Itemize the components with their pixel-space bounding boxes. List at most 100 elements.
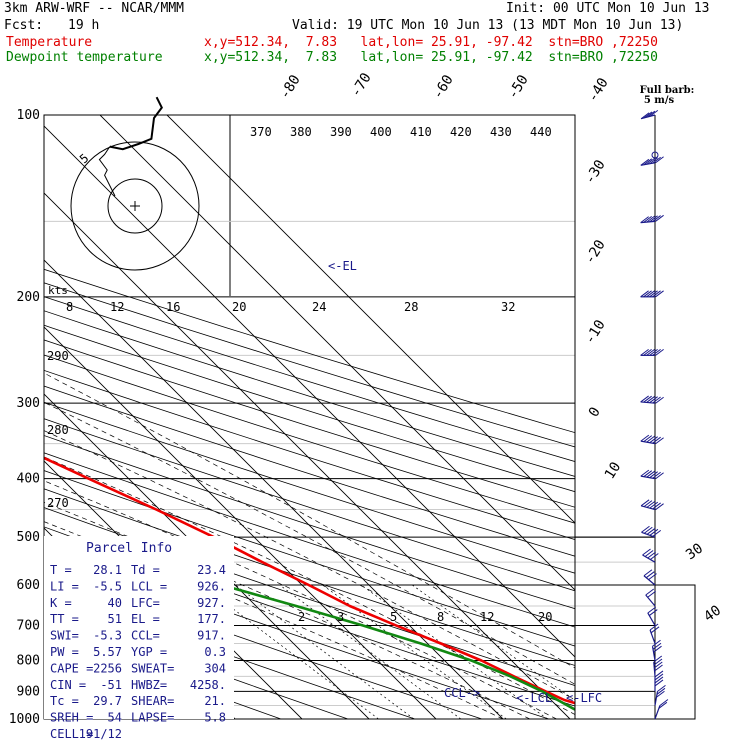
parcel-value-9: 54: [108, 711, 122, 725]
moist-adiabat-34: [44, 372, 575, 669]
isotherm-side-label--10: -10: [582, 317, 609, 347]
wind-barb-flag: [652, 436, 661, 444]
dry-adiabat-360: [44, 418, 575, 592]
wind-barb-flag: [652, 639, 661, 647]
wind-barb-flag: [643, 111, 653, 119]
wind-barb-flag: [652, 502, 661, 510]
parcel-value-8: 29.7: [93, 694, 122, 708]
wind-barb-flag: [653, 661, 663, 669]
parcel-key-10: CELL =: [50, 727, 93, 740]
isotherm-label--70: -70: [348, 70, 375, 100]
hodograph-speed-label-8: 8: [66, 300, 73, 314]
theta-side-label-280: 280: [47, 423, 69, 437]
wind-barb-staff: [653, 661, 656, 677]
parcel-value2-6: 304: [204, 661, 226, 675]
dry-adiabat-440: [44, 296, 575, 462]
mixing-ratio-low-label-5: 5: [390, 610, 397, 624]
parcel-key2-2: LFC=: [131, 596, 160, 610]
wind-barb-flag: [655, 396, 664, 404]
wind-barb-flag: [646, 470, 656, 478]
wind-barb-flag: [647, 606, 657, 614]
wind-barb-flag: [659, 699, 669, 706]
theta-label-410: 410: [410, 125, 432, 139]
valid-time: Valid: 19 UTC Mon 10 Jun 13 (13 MDT Mon …: [292, 18, 684, 33]
mixing-ratio-low-label-2: 2: [298, 610, 305, 624]
wind-barb-staff: [643, 575, 656, 586]
mixing-ratio-low-label-20: 20: [538, 610, 552, 624]
parcel-panel-bg: [44, 536, 234, 719]
parcel-key2-0: Td =: [131, 563, 160, 577]
wind-barb-120: [640, 156, 664, 166]
pressure-label-800: 800: [17, 653, 40, 668]
parcel-key2-1: LCL =: [131, 579, 167, 593]
parcel-key-2: K =: [50, 596, 72, 610]
wind-speed-label-40: 40: [701, 603, 724, 626]
wind-barb-flag: [654, 673, 664, 681]
wind-barb-flag: [643, 215, 652, 223]
isotherm-40: [99, 115, 575, 591]
wind-barb-flag: [646, 348, 655, 356]
parcel-value-10: 191/12: [79, 727, 122, 740]
wind-barb-flag: [646, 527, 656, 535]
wind-barb-flag: [654, 679, 664, 687]
parcel-value-5: 5.57: [93, 645, 122, 659]
theta-side-label-290: 290: [47, 349, 69, 363]
parcel-key2-4: CCL=: [131, 629, 160, 643]
wind-barb-flag: [652, 348, 661, 356]
wind-barb-flag: [644, 550, 654, 557]
wind-barb-flag: [656, 690, 665, 698]
isotherm-label--80: -80: [277, 72, 304, 102]
dry-adiabat-350: [44, 435, 575, 610]
wind-barb-flag: [649, 109, 659, 117]
wind-barb-850: [653, 655, 663, 677]
mixing-ratio-mid-label-32: 32: [501, 300, 515, 314]
mixing-ratio-low-label-8: 8: [437, 610, 444, 624]
dewpoint-location: x,y=512.34, 7.83 lat,lon= 25.91, -97.42 …: [204, 50, 658, 65]
wind-barb-flag: [640, 395, 649, 403]
parcel-value2-2: 927.: [197, 596, 226, 610]
mixing-ratio-3: [235, 584, 415, 719]
pressure-label-300: 300: [17, 396, 40, 411]
parcel-value-4: -5.3: [93, 629, 122, 643]
wind-barb-flag: [650, 626, 660, 634]
parcel-key-7: CIN =: [50, 678, 86, 692]
wind-barb-flag: [645, 588, 655, 596]
parcel-key2-8: SHEAR=: [131, 694, 174, 708]
mixing-ratio-mid-label-20: 20: [232, 300, 246, 314]
theta-label-420: 420: [450, 125, 472, 139]
wind-barb-flag: [655, 348, 664, 356]
isotherm-label--40: -40: [585, 75, 612, 105]
wind-barb-flag: [655, 437, 664, 445]
mixing-ratio-20: [411, 584, 575, 701]
wind-barb-flag: [657, 684, 666, 692]
dry-adiabat-410: [44, 339, 575, 508]
wind-barb-400: [640, 469, 664, 480]
wind-barb-staff: [649, 629, 656, 644]
mixing-ratio-mid-label-28: 28: [404, 300, 418, 314]
parcel-value2-9: 5.8: [204, 711, 226, 725]
wind-barb-800: [651, 639, 662, 661]
isotherm-side-label-10: 10: [602, 459, 625, 482]
wind-barb-flag: [646, 396, 655, 403]
wind-barb-flag: [643, 348, 652, 356]
wind-barb-flag: [646, 290, 655, 298]
isotherm-20: [44, 192, 571, 719]
wind-barb-flag: [655, 214, 664, 222]
wind-barb-flag: [655, 156, 664, 164]
wind-barb-flag: [649, 215, 658, 223]
dry-adiabat-270: [44, 587, 416, 719]
wind-barb-flag: [640, 216, 649, 224]
wind-barb-flag: [652, 642, 662, 650]
dewpoint-trace: [44, 541, 575, 711]
wind-barb-700: [647, 606, 658, 626]
parcel-key-5: PW =: [50, 645, 79, 659]
wind-barb-flag: [640, 348, 649, 356]
parcel-value2-7: 4258.: [190, 678, 226, 692]
wind-barb-950: [654, 684, 666, 706]
mixing-ratio-8: [322, 584, 507, 719]
wind-barb-flag: [652, 396, 661, 404]
moist-adiabat-18: [44, 480, 557, 719]
wind-barb-flag: [654, 664, 663, 672]
mixing-ratio-12: [361, 584, 548, 719]
parcel-value2-4: 917.: [197, 629, 226, 643]
